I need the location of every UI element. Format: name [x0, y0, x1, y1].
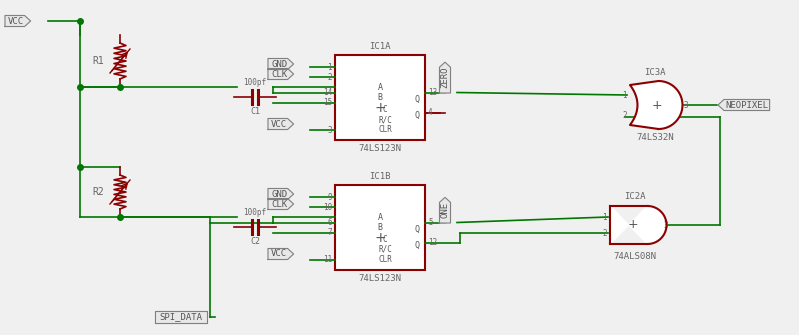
Text: 3: 3 — [683, 100, 688, 110]
Text: 13: 13 — [428, 88, 437, 97]
Text: C2: C2 — [250, 237, 260, 246]
Text: IC3A: IC3A — [644, 68, 666, 77]
Text: 3: 3 — [663, 220, 668, 229]
Text: VCC: VCC — [8, 16, 24, 25]
Text: 74LS32N: 74LS32N — [636, 133, 674, 142]
Text: C1: C1 — [250, 107, 260, 116]
Polygon shape — [268, 189, 293, 200]
Text: 2: 2 — [328, 72, 332, 81]
Text: 11: 11 — [323, 256, 332, 265]
Polygon shape — [268, 68, 293, 79]
Text: IC2A: IC2A — [624, 192, 646, 201]
Text: GND: GND — [271, 190, 288, 199]
Polygon shape — [268, 119, 293, 130]
Text: 12: 12 — [428, 238, 437, 247]
Text: GND: GND — [271, 60, 288, 68]
Text: 1: 1 — [602, 212, 607, 221]
Text: ONE: ONE — [440, 202, 450, 218]
Text: C
R/C
CLR: C R/C CLR — [378, 105, 392, 134]
Text: 74LS123N: 74LS123N — [359, 274, 402, 283]
Text: NEOPIXEL: NEOPIXEL — [725, 100, 769, 110]
Text: +: + — [374, 100, 386, 115]
Text: R1: R1 — [92, 56, 104, 66]
Text: 1: 1 — [328, 63, 332, 71]
Polygon shape — [718, 99, 769, 111]
Text: CLK: CLK — [271, 200, 288, 208]
Text: 3: 3 — [328, 126, 332, 134]
Polygon shape — [5, 15, 30, 26]
Text: R2: R2 — [92, 187, 104, 197]
Text: 74ALS08N: 74ALS08N — [614, 252, 657, 261]
Text: CLK: CLK — [271, 69, 288, 78]
Bar — [335, 55, 425, 140]
Polygon shape — [439, 62, 451, 93]
Polygon shape — [610, 206, 666, 244]
Text: 7: 7 — [328, 228, 332, 237]
Text: +: + — [628, 218, 638, 231]
Polygon shape — [439, 197, 451, 223]
Text: 2: 2 — [602, 228, 607, 238]
Polygon shape — [155, 311, 207, 323]
Text: ZERO: ZERO — [440, 67, 450, 88]
Text: IC1A: IC1A — [369, 42, 391, 51]
Text: 6: 6 — [328, 218, 332, 227]
Text: Q: Q — [415, 95, 419, 104]
Text: VCC: VCC — [271, 250, 288, 259]
Text: 4: 4 — [428, 108, 432, 117]
Text: 15: 15 — [323, 98, 332, 107]
Text: 100pf: 100pf — [244, 208, 267, 217]
Text: 9: 9 — [328, 193, 332, 201]
Text: Q: Q — [415, 225, 419, 234]
Text: 100pf: 100pf — [244, 78, 267, 87]
Text: 14: 14 — [323, 88, 332, 97]
Text: Q: Q — [415, 241, 419, 250]
Text: C
R/C
CLR: C R/C CLR — [378, 234, 392, 264]
Text: Q: Q — [415, 111, 419, 120]
Text: SPI_DATA: SPI_DATA — [160, 313, 202, 322]
Polygon shape — [268, 199, 293, 209]
Text: 1: 1 — [622, 90, 627, 99]
Bar — [335, 185, 425, 270]
Text: A
B: A B — [377, 83, 383, 102]
Polygon shape — [630, 81, 682, 129]
Text: 74LS123N: 74LS123N — [359, 144, 402, 153]
Polygon shape — [268, 59, 293, 69]
Text: 2: 2 — [622, 111, 627, 120]
Text: +: + — [374, 230, 386, 245]
Text: IC1B: IC1B — [369, 172, 391, 181]
Polygon shape — [268, 249, 293, 260]
Text: 10: 10 — [323, 202, 332, 211]
Text: 5: 5 — [428, 218, 432, 227]
Text: +: + — [652, 98, 662, 112]
Text: VCC: VCC — [271, 120, 288, 129]
Text: A
B: A B — [377, 213, 383, 232]
